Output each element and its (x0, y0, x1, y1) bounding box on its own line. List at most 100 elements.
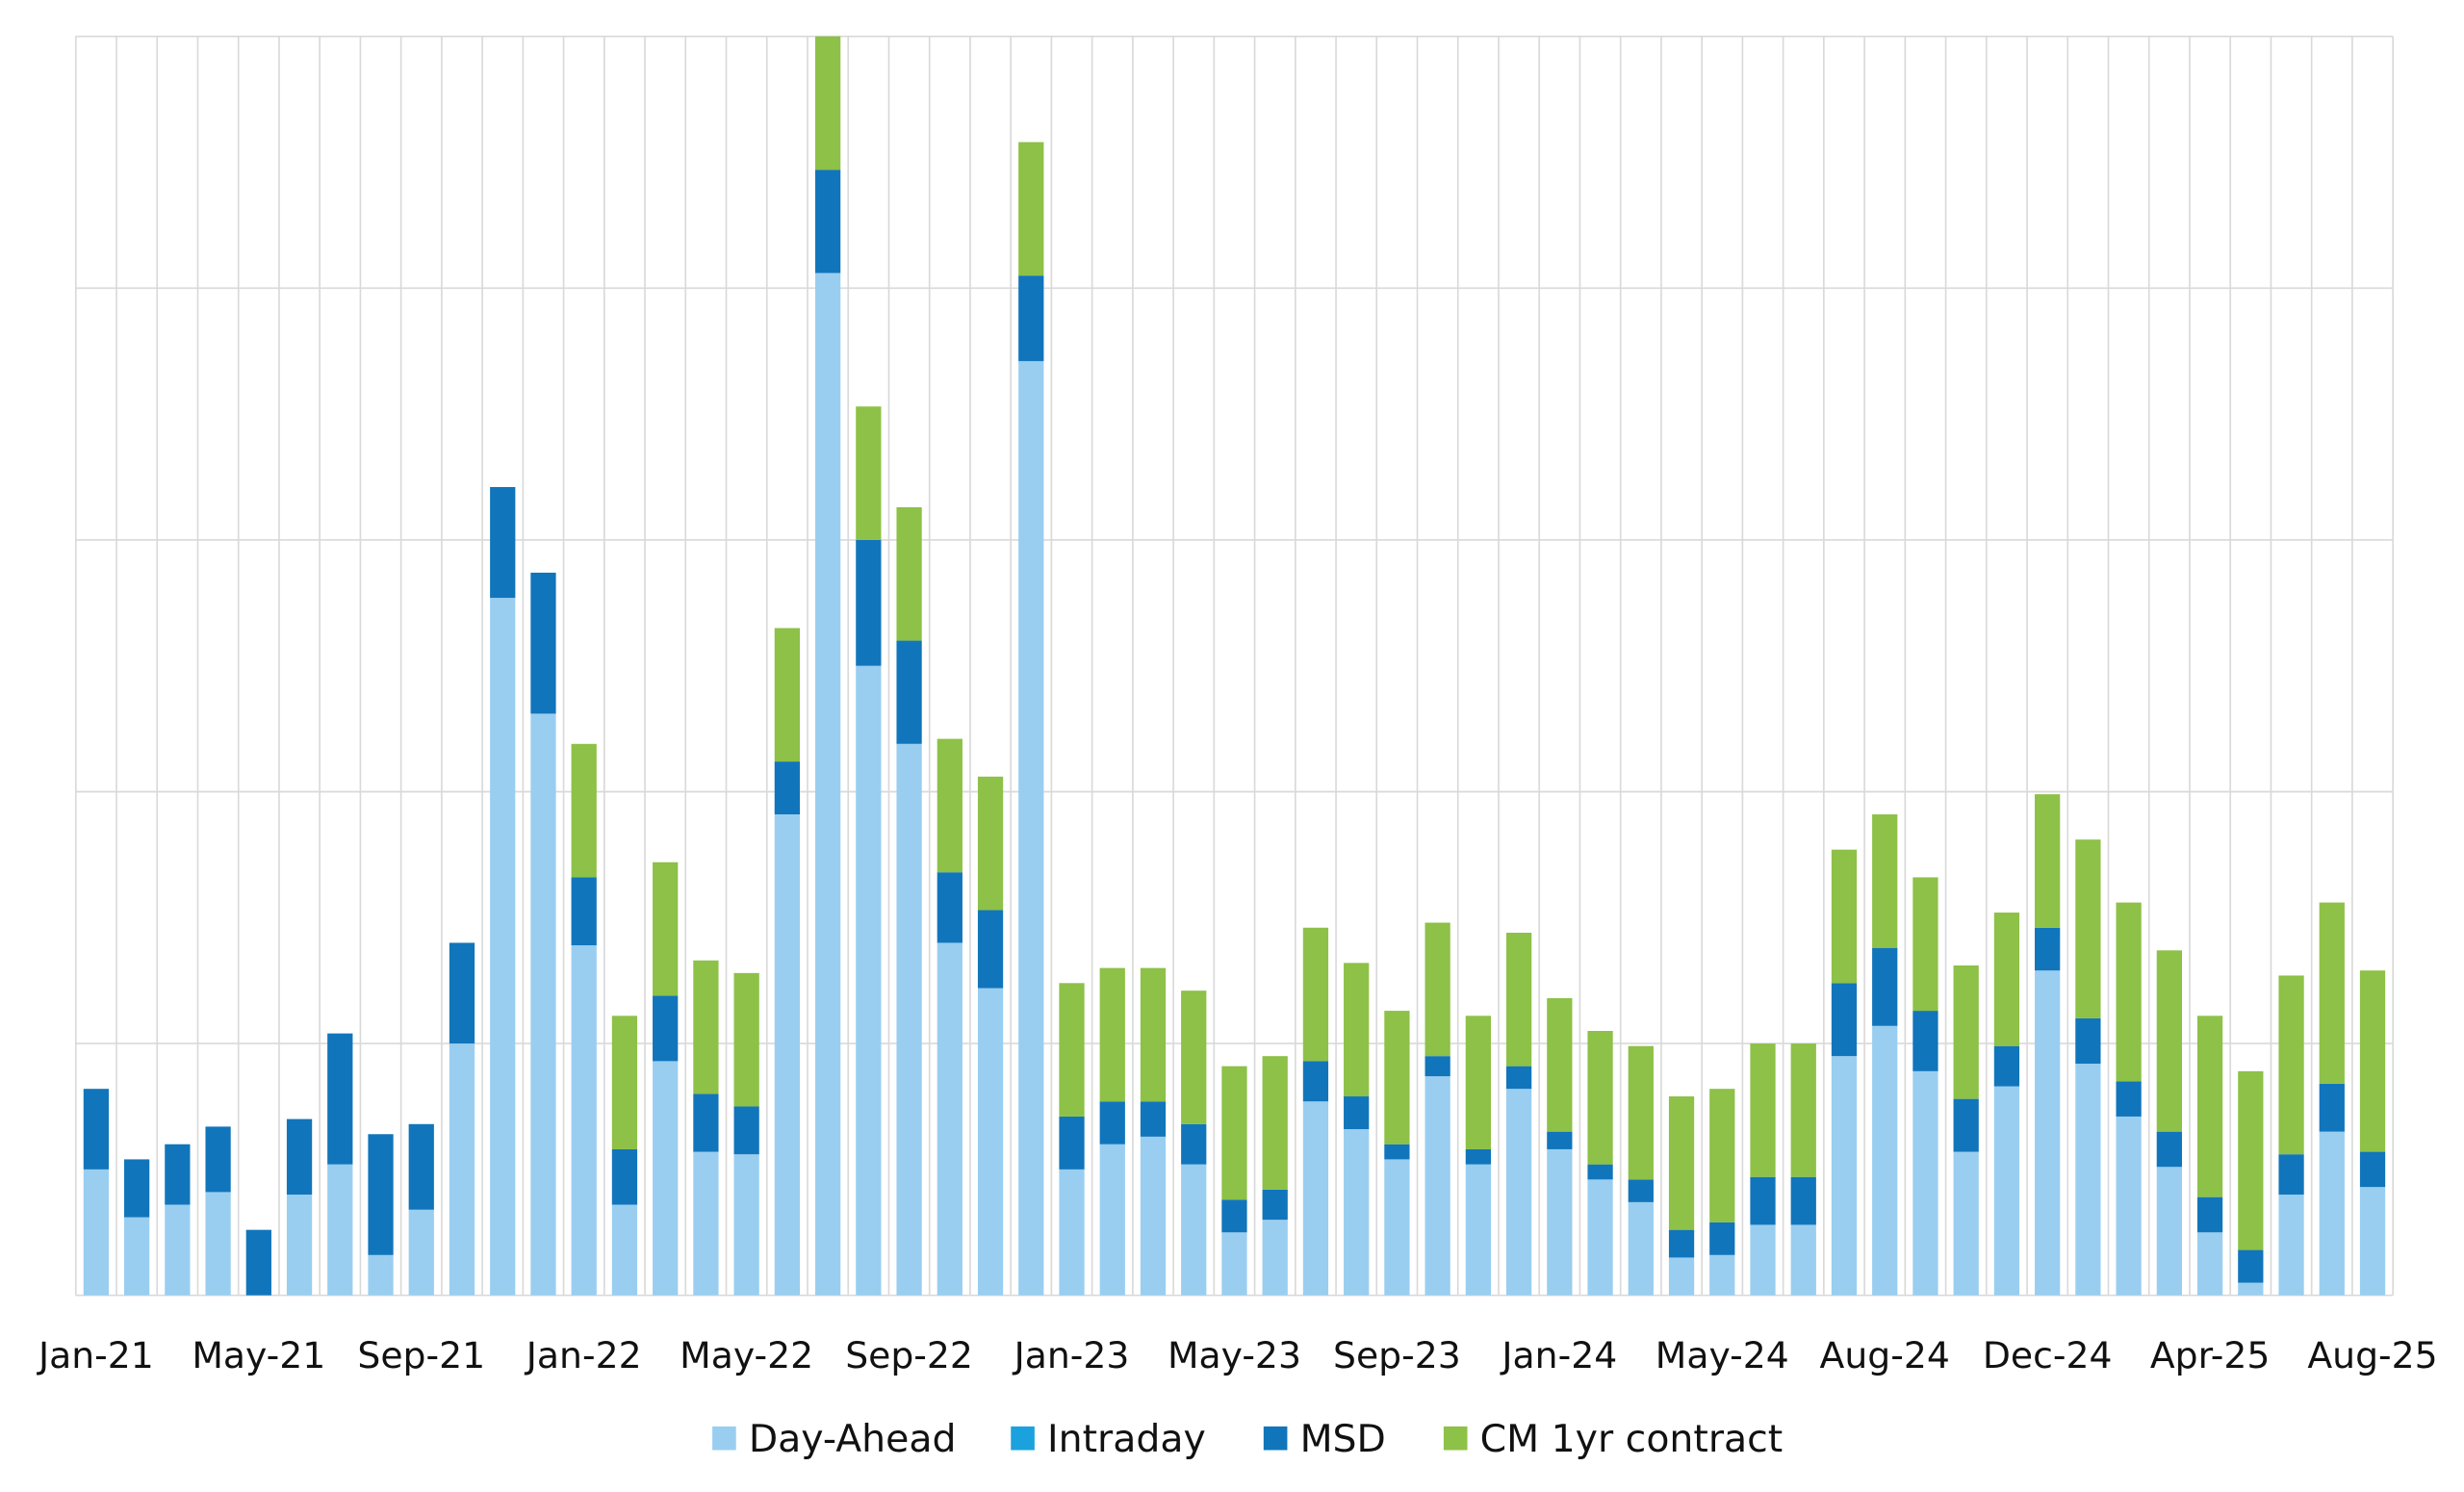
legend-label: Intraday (1047, 1417, 1206, 1461)
bar-msd (490, 486, 516, 599)
bar-msd (1993, 1045, 2020, 1087)
bar-cm-1yr-contract (2075, 839, 2101, 1018)
bar-cm-1yr-contract (977, 776, 1004, 911)
bar-cm-1yr-contract (1059, 983, 1085, 1117)
bar-day-ahead (1668, 1257, 1695, 1296)
bar-day-ahead (733, 1154, 759, 1296)
bar-cm-1yr-contract (1953, 965, 1979, 1099)
bar-day-ahead (1059, 1169, 1085, 1296)
bar-cm-1yr-contract (1547, 998, 1573, 1132)
bar-cm-1yr-contract (1262, 1056, 1288, 1190)
bar-day-ahead (1831, 1056, 1858, 1296)
bar-msd (1831, 983, 1858, 1057)
x-tick-labels: Jan-21 May-21 Sep-21 Jan-22 May-22 Sep-22 Jan-… (37, 1334, 2438, 1376)
bar-msd (1628, 1179, 1654, 1202)
bar-msd (2319, 1083, 2345, 1132)
bar-cm-1yr-contract (856, 406, 882, 540)
bar-cm-1yr-contract (1750, 1043, 1776, 1177)
bar-cm-1yr-contract (733, 972, 759, 1107)
bar-msd (245, 1229, 271, 1296)
bar-day-ahead (693, 1151, 719, 1296)
bar-cm-1yr-contract (2116, 902, 2142, 1082)
bar-msd (1709, 1222, 1735, 1255)
bar-cm-1yr-contract (1018, 141, 1044, 276)
x-tick-label: Jan-22 (525, 1334, 642, 1376)
bar-msd (1953, 1098, 1979, 1152)
bar-msd (774, 761, 801, 815)
bar-day-ahead (1221, 1232, 1247, 1296)
gridlines (74, 35, 2394, 1297)
x-tick-label: Jan-21 (37, 1334, 154, 1376)
bar-msd (1140, 1101, 1167, 1137)
bar-day-ahead (2319, 1131, 2345, 1296)
bar-msd (205, 1126, 231, 1193)
bar-day-ahead (1140, 1136, 1167, 1296)
bar-cm-1yr-contract (2238, 1070, 2264, 1250)
bar-cm-1yr-contract (1790, 1043, 1816, 1177)
bar-cm-1yr-contract (1872, 814, 1898, 948)
bar-day-ahead (814, 272, 841, 1296)
legend-swatch (1263, 1426, 1288, 1451)
bar-day-ahead (1790, 1224, 1816, 1296)
legend-swatch (1011, 1426, 1035, 1451)
bar-msd (937, 872, 962, 943)
bar-msd (896, 640, 922, 744)
bar-msd (2238, 1249, 2264, 1283)
bar-day-ahead (1709, 1254, 1735, 1296)
x-tick-label: Jan-24 (1500, 1334, 1617, 1376)
bar-day-ahead (1384, 1159, 1410, 1296)
bar-msd (2075, 1017, 2101, 1065)
bar-day-ahead (571, 945, 597, 1296)
bar-day-ahead (2035, 970, 2061, 1296)
bar-cm-1yr-contract (1668, 1096, 1695, 1230)
legend-label: MSD (1300, 1417, 1386, 1461)
bar-cm-1yr-contract (2196, 1016, 2223, 1197)
bar-msd (2156, 1131, 2182, 1168)
bar-cm-1yr-contract (1831, 849, 1858, 984)
bar-cm-1yr-contract (937, 738, 962, 873)
bar-msd (123, 1159, 150, 1218)
bar-cm-1yr-contract (1181, 990, 1207, 1124)
bar-day-ahead (2075, 1064, 2101, 1296)
bar-day-ahead (1750, 1224, 1776, 1296)
x-tick-label: May-21 (192, 1334, 325, 1376)
bar-day-ahead (368, 1254, 394, 1296)
bar-msd (286, 1119, 313, 1196)
x-tick-label: May-23 (1168, 1334, 1301, 1376)
bar-day-ahead (2116, 1116, 2142, 1296)
bar-day-ahead (205, 1192, 231, 1296)
bar-cm-1yr-contract (653, 862, 679, 996)
bar-day-ahead (286, 1195, 313, 1296)
bar-cm-1yr-contract (611, 1016, 638, 1149)
bar-day-ahead (327, 1164, 353, 1296)
bar-msd (2116, 1081, 2142, 1117)
x-tick-label: Aug-24 (1820, 1334, 1950, 1376)
bar-day-ahead (653, 1061, 679, 1296)
bar-msd (1221, 1199, 1247, 1233)
bar-msd (977, 910, 1004, 989)
bar-day-ahead (1424, 1076, 1450, 1296)
bar-cm-1yr-contract (1628, 1045, 1654, 1180)
bar-msd (1668, 1229, 1695, 1258)
bar-msd (2035, 927, 2061, 971)
bar-day-ahead (1547, 1148, 1573, 1296)
bar-cm-1yr-contract (896, 506, 922, 641)
bar-msd (571, 877, 597, 946)
bar-day-ahead (1181, 1164, 1207, 1296)
bar-day-ahead (2196, 1232, 2223, 1296)
bar-msd (1424, 1056, 1450, 1077)
bar-day-ahead (856, 665, 882, 1296)
bar-day-ahead (490, 598, 516, 1296)
x-tick-label: Sep-22 (845, 1334, 973, 1376)
bar-cm-1yr-contract (1912, 877, 1938, 1012)
legend-label: Day-Ahead (749, 1417, 957, 1461)
bar-cm-1yr-contract (1505, 932, 1532, 1067)
bar-msd (1872, 947, 1898, 1026)
bar-day-ahead (1953, 1151, 1979, 1296)
x-tick-label: Dec-24 (1983, 1334, 2113, 1376)
x-tick-label: May-22 (680, 1334, 813, 1376)
bar-cm-1yr-contract (1140, 967, 1167, 1102)
bar-day-ahead (2359, 1187, 2386, 1296)
bar-msd (368, 1134, 394, 1255)
